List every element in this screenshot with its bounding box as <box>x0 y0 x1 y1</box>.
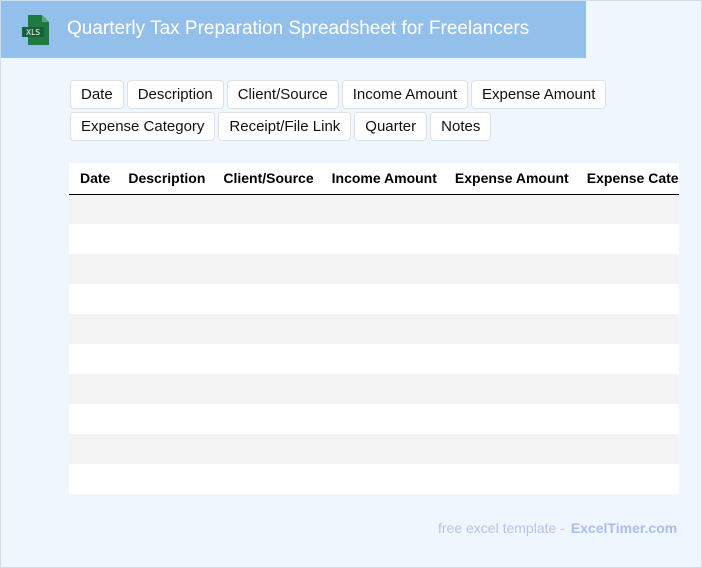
table-cell[interactable] <box>212 314 321 344</box>
table-cell[interactable] <box>575 194 679 224</box>
chip-income-amount[interactable]: Income Amount <box>341 80 468 109</box>
table-cell[interactable] <box>69 254 118 284</box>
table-cell[interactable] <box>575 404 679 434</box>
table-cell[interactable] <box>443 194 576 224</box>
table-cell[interactable] <box>575 374 679 404</box>
table-cell[interactable] <box>443 464 576 494</box>
table-cell[interactable] <box>212 284 321 314</box>
table-cell[interactable] <box>117 464 213 494</box>
table-cell[interactable] <box>443 254 576 284</box>
column-header: Expense Amount <box>443 163 576 195</box>
table-cell[interactable] <box>443 404 576 434</box>
table-cell[interactable] <box>320 374 444 404</box>
table-cell[interactable] <box>320 254 444 284</box>
table-cell[interactable] <box>443 314 576 344</box>
table-cell[interactable] <box>69 314 118 344</box>
table-row <box>69 224 679 254</box>
svg-text:XLS: XLS <box>26 28 40 37</box>
table-row <box>69 254 679 284</box>
xls-file-icon: XLS <box>22 15 49 45</box>
table-cell[interactable] <box>117 194 213 224</box>
chip-description[interactable]: Description <box>126 80 224 109</box>
table-cell[interactable] <box>320 224 444 254</box>
column-header: Income Amount <box>320 163 444 195</box>
table-row <box>69 284 679 314</box>
table-row <box>69 344 679 374</box>
table-cell[interactable] <box>320 284 444 314</box>
table-cell[interactable] <box>575 284 679 314</box>
table-cell[interactable] <box>212 194 321 224</box>
table-cell[interactable] <box>575 254 679 284</box>
table-cell[interactable] <box>320 314 444 344</box>
table-cell[interactable] <box>212 344 321 374</box>
table-row <box>69 374 679 404</box>
table-cell[interactable] <box>69 224 118 254</box>
table-row <box>69 464 679 494</box>
table-cell[interactable] <box>443 284 576 314</box>
table-cell[interactable] <box>69 344 118 374</box>
chip-quarter[interactable]: Quarter <box>354 112 428 141</box>
table-cell[interactable] <box>117 404 213 434</box>
table-cell[interactable] <box>117 254 213 284</box>
table-cell[interactable] <box>320 434 444 464</box>
table-cell[interactable] <box>69 434 118 464</box>
table-cell[interactable] <box>117 284 213 314</box>
column-header: Date <box>69 163 118 195</box>
column-header: Client/Source <box>212 163 321 195</box>
table-cell[interactable] <box>443 434 576 464</box>
table-cell[interactable] <box>117 374 213 404</box>
table-cell[interactable] <box>320 404 444 434</box>
table-cell[interactable] <box>117 314 213 344</box>
table-cell[interactable] <box>212 434 321 464</box>
table-row <box>69 194 679 224</box>
chip-date[interactable]: Date <box>70 80 124 109</box>
table-row <box>69 314 679 344</box>
table-cell[interactable] <box>575 344 679 374</box>
column-header: Description <box>117 163 213 195</box>
column-chips: Date Description Client/Source Income Am… <box>70 80 630 144</box>
table-cell[interactable] <box>443 224 576 254</box>
chip-expense-amount[interactable]: Expense Amount <box>471 80 607 109</box>
table-cell[interactable] <box>212 404 321 434</box>
footer-text: free excel template - <box>438 520 565 536</box>
chip-client-source[interactable]: Client/Source <box>226 80 339 109</box>
table-cell[interactable] <box>69 374 118 404</box>
table-cell[interactable] <box>320 344 444 374</box>
table-row <box>69 434 679 464</box>
table-cell[interactable] <box>117 344 213 374</box>
chip-notes[interactable]: Notes <box>430 112 492 141</box>
table-cell[interactable] <box>69 464 118 494</box>
table-cell[interactable] <box>575 434 679 464</box>
footer-brand-link[interactable]: ExcelTimer.com <box>570 520 678 536</box>
chip-receipt-file-link[interactable]: Receipt/File Link <box>218 112 352 141</box>
table-cell[interactable] <box>117 224 213 254</box>
table-cell[interactable] <box>212 254 321 284</box>
title-bar: XLS Quarterly Tax Preparation Spreadshee… <box>1 1 586 58</box>
table-cell[interactable] <box>212 464 321 494</box>
table-cell[interactable] <box>69 194 118 224</box>
table-cell[interactable] <box>69 404 118 434</box>
table-cell[interactable] <box>320 464 444 494</box>
table-cell[interactable] <box>575 314 679 344</box>
column-header: Expense Category <box>575 163 679 195</box>
table-cell[interactable] <box>575 224 679 254</box>
table-cell[interactable] <box>69 284 118 314</box>
table-cell[interactable] <box>212 224 321 254</box>
table-cell[interactable] <box>443 374 576 404</box>
table-cell[interactable] <box>117 434 213 464</box>
spreadsheet-table: Date Description Client/Source Income Amoun… <box>69 163 679 494</box>
table-cell[interactable] <box>575 464 679 494</box>
table-cell[interactable] <box>443 344 576 374</box>
table-row <box>69 404 679 434</box>
table-cell[interactable] <box>320 194 444 224</box>
table-header-row: Date Description Client/Source Income Amoun… <box>69 163 679 195</box>
table-cell[interactable] <box>212 374 321 404</box>
page-title: Quarterly Tax Preparation Spreadsheet fo… <box>67 18 530 39</box>
footer: free excel template - ExcelTimer.com <box>438 520 677 536</box>
chip-expense-category[interactable]: Expense Category <box>70 112 216 141</box>
